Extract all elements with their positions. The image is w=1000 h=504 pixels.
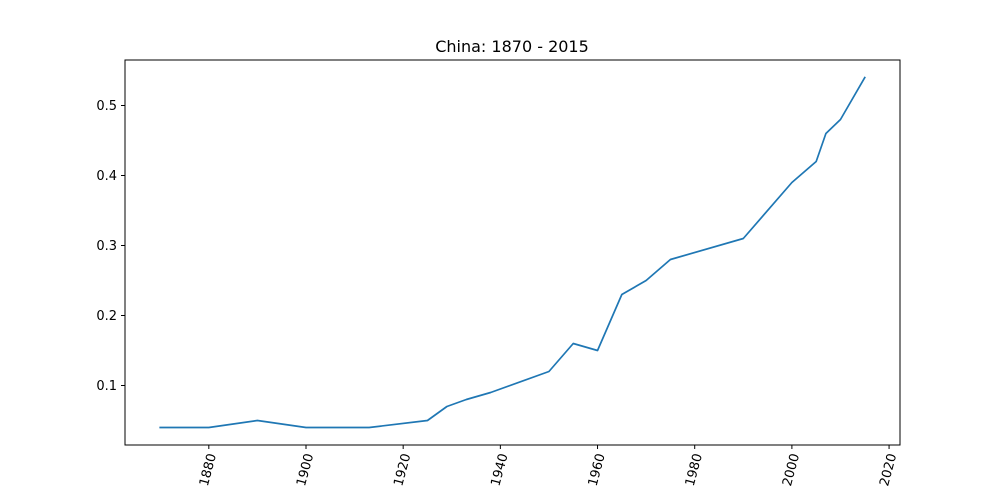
y-tick-label: 0.5 bbox=[96, 99, 117, 114]
y-tick-label: 0.3 bbox=[96, 239, 117, 254]
y-tick-label: 0.1 bbox=[96, 379, 117, 394]
chart-title: China: 1870 - 2015 bbox=[435, 37, 589, 56]
y-tick-label: 0.4 bbox=[96, 169, 117, 184]
y-tick-label: 0.2 bbox=[96, 309, 117, 324]
